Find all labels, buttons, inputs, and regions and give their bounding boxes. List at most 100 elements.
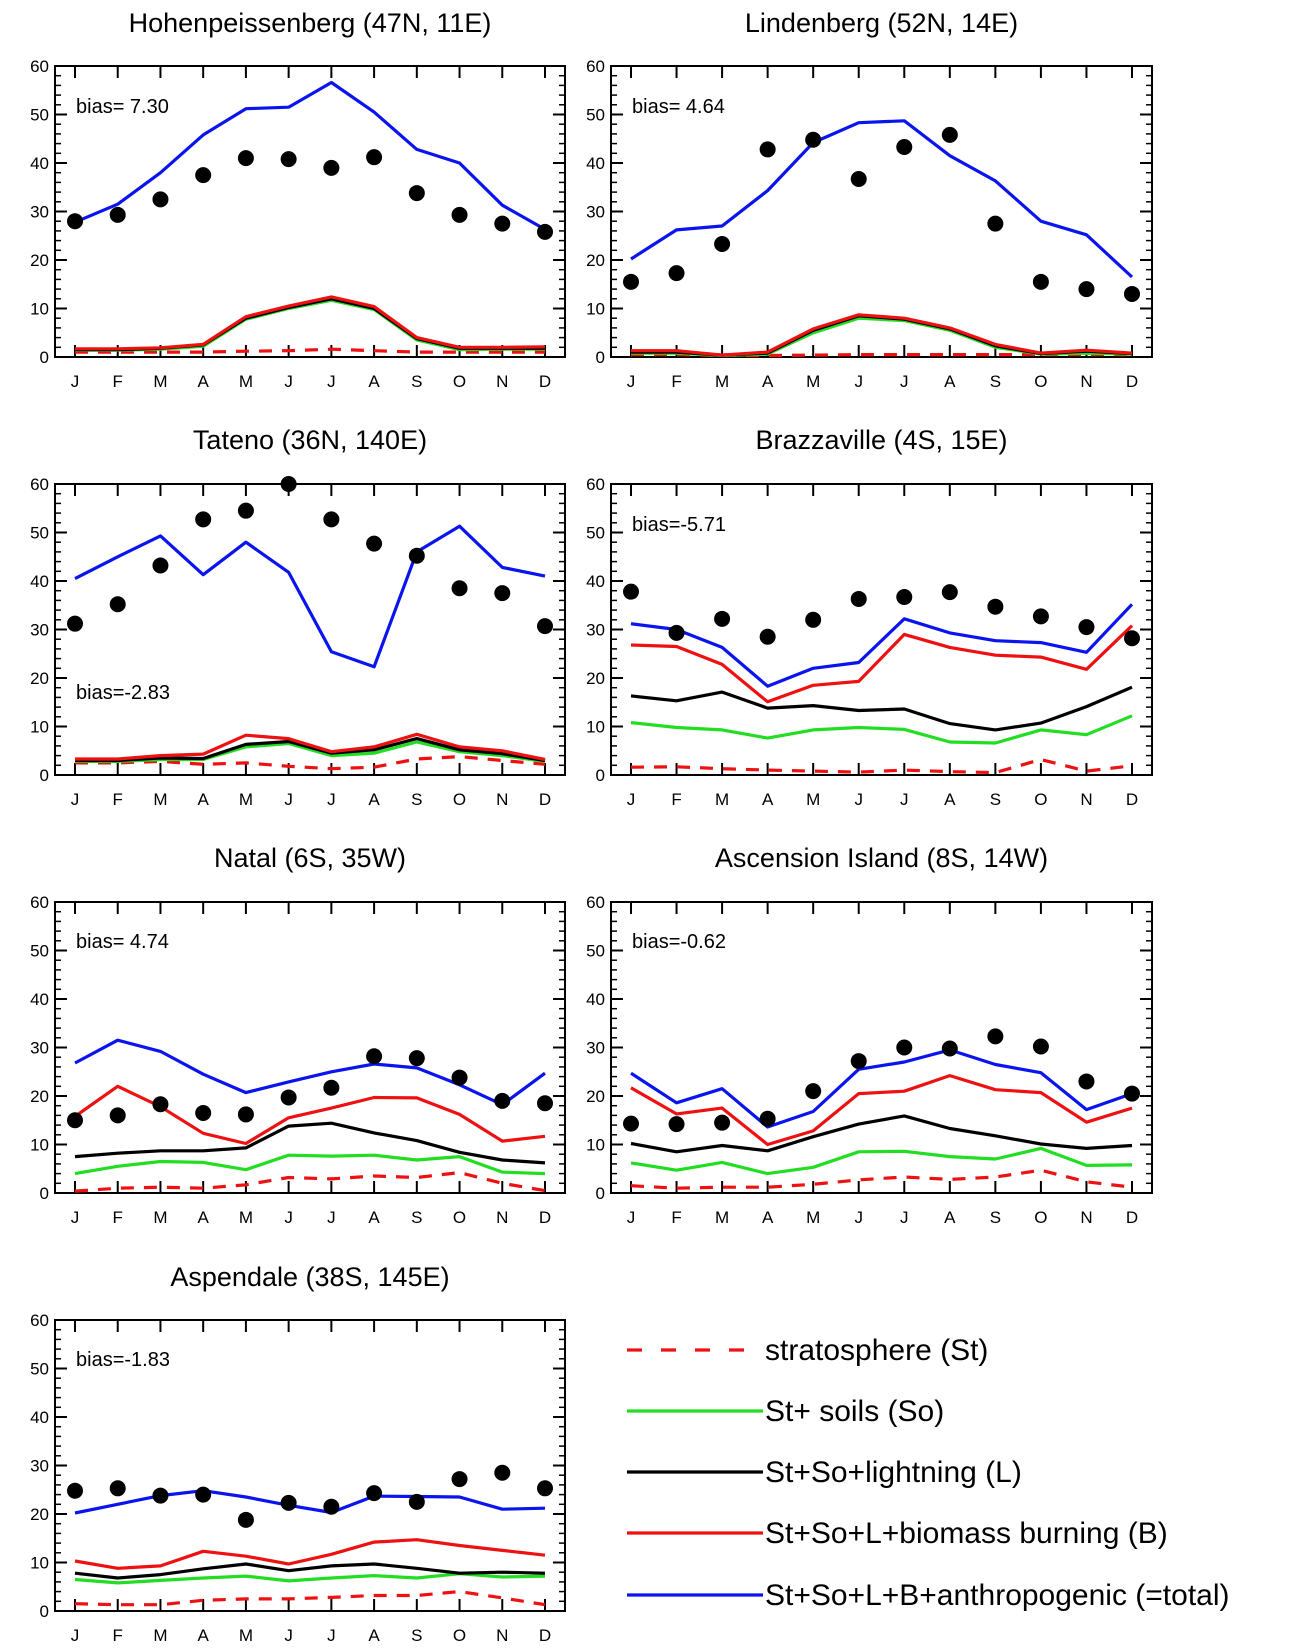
- observation-point: [408, 547, 425, 564]
- observation-point: [366, 1485, 383, 1502]
- observation-point: [237, 150, 254, 167]
- panel-3: Brazzaville (4S, 15E) 0 10 20 30 40 50 60 J F M A M J…: [586, 425, 1153, 809]
- series-line-b: [74, 1084, 546, 1146]
- y-tick-label: 0: [40, 348, 49, 367]
- x-tick-label: J: [854, 790, 863, 809]
- legend-label-total: St+So+L+B+anthropogenic (=total): [765, 1579, 1230, 1612]
- panel-title: Brazzaville (4S, 15E): [755, 425, 1007, 455]
- x-tick-label: J: [627, 790, 636, 809]
- observation-point: [280, 151, 297, 168]
- series-line-so: [74, 1153, 546, 1176]
- x-tick-label: A: [198, 790, 210, 809]
- panel-2: Tateno (36N, 140E) 0 10 20 30 40 50 60 J F M A M J J A S…: [30, 425, 566, 809]
- series-line-total: [630, 119, 1134, 279]
- x-tick-label: J: [327, 1208, 336, 1227]
- observation-point: [109, 1480, 126, 1497]
- y-tick-label: 50: [586, 524, 605, 543]
- series-line-total: [630, 1048, 1133, 1129]
- x-tick-label: D: [539, 1208, 551, 1227]
- x-tick-label: F: [671, 372, 681, 391]
- series-line-st: [74, 1589, 546, 1607]
- observation-point: [759, 628, 776, 645]
- observation-point: [109, 596, 126, 613]
- x-tick-label: M: [806, 790, 820, 809]
- series-line-total: [74, 80, 546, 231]
- y-tick-label: 50: [30, 106, 49, 125]
- observation-point: [237, 502, 254, 519]
- observation-point: [537, 618, 553, 635]
- x-tick-label: O: [453, 790, 466, 809]
- x-tick-label: S: [990, 372, 1001, 391]
- y-tick-label: 50: [30, 524, 49, 543]
- y-tick-label: 0: [596, 766, 605, 785]
- observation-point: [896, 589, 913, 606]
- series-line-so: [630, 1146, 1133, 1176]
- observation-point: [805, 611, 822, 628]
- series-line-l: [75, 736, 546, 763]
- observation-point: [1078, 619, 1095, 636]
- y-tick-label: 0: [596, 348, 605, 367]
- x-tick-label: O: [1034, 790, 1047, 809]
- observation-point: [941, 126, 958, 143]
- x-tick-label: D: [1126, 790, 1138, 809]
- x-tick-label: S: [411, 1626, 422, 1645]
- observation-point: [366, 1048, 383, 1065]
- y-tick-label: 10: [586, 718, 605, 737]
- x-tick-label: J: [627, 1208, 636, 1227]
- panel-title: Hohenpeissenberg (47N, 11E): [129, 8, 492, 38]
- series-line-total: [74, 1038, 546, 1107]
- x-tick-label: A: [198, 1626, 210, 1645]
- observation-point: [67, 1112, 83, 1129]
- x-tick-label: M: [715, 1208, 729, 1227]
- x-tick-label: J: [854, 1208, 863, 1227]
- x-tick-label: M: [153, 1208, 167, 1227]
- x-tick-label: A: [944, 372, 956, 391]
- observation-point: [714, 610, 731, 627]
- x-tick-label: J: [854, 372, 863, 391]
- x-tick-label: M: [239, 1626, 253, 1645]
- series-line-b: [630, 624, 1134, 704]
- observation-point: [850, 1053, 867, 1070]
- y-tick-label: 30: [30, 203, 49, 222]
- observation-point: [451, 580, 468, 597]
- observation-point: [896, 138, 913, 155]
- observation-point: [323, 159, 340, 176]
- series-line-st: [630, 757, 1133, 775]
- plot-frame: [54, 483, 566, 776]
- series-line-l: [75, 297, 545, 352]
- bias-label: bias=-2.83: [76, 682, 170, 704]
- y-tick-label: 10: [586, 1136, 605, 1155]
- observation-point: [759, 141, 776, 158]
- y-tick-label: 40: [30, 572, 49, 591]
- x-tick-label: J: [627, 372, 636, 391]
- observation-point: [195, 1104, 212, 1121]
- bias-label: bias=-1.83: [76, 1349, 170, 1371]
- y-tick-label: 20: [586, 669, 605, 688]
- x-tick-label: A: [198, 372, 210, 391]
- observation-point: [1032, 1038, 1049, 1055]
- y-tick-label: 20: [30, 669, 49, 688]
- y-tick-label: 0: [40, 1602, 49, 1621]
- observation-point: [759, 1110, 776, 1127]
- x-tick-label: J: [327, 1626, 336, 1645]
- panel-5: Ascension Island (8S, 14W) 0 10 20 30 40 50 60 J…: [586, 843, 1153, 1227]
- series-line-l: [630, 1114, 1133, 1154]
- observation-point: [323, 511, 340, 528]
- series-line-so: [631, 316, 1133, 358]
- observation-point: [109, 1107, 126, 1124]
- observation-point: [195, 511, 212, 528]
- x-tick-label: J: [71, 1626, 80, 1645]
- series-line-b: [630, 1073, 1133, 1147]
- observation-point: [451, 1069, 468, 1086]
- series-line-so: [630, 714, 1133, 745]
- x-tick-label: A: [368, 790, 380, 809]
- panel-title: Aspendale (38S, 145E): [170, 1262, 449, 1292]
- x-tick-label: A: [368, 372, 380, 391]
- y-tick-label: 50: [586, 106, 605, 125]
- observation-point: [67, 1482, 83, 1499]
- observation-point: [987, 598, 1004, 615]
- y-tick-label: 60: [30, 893, 49, 912]
- observation-point: [494, 1092, 511, 1109]
- y-tick-label: 60: [586, 57, 605, 76]
- y-tick-label: 10: [30, 718, 49, 737]
